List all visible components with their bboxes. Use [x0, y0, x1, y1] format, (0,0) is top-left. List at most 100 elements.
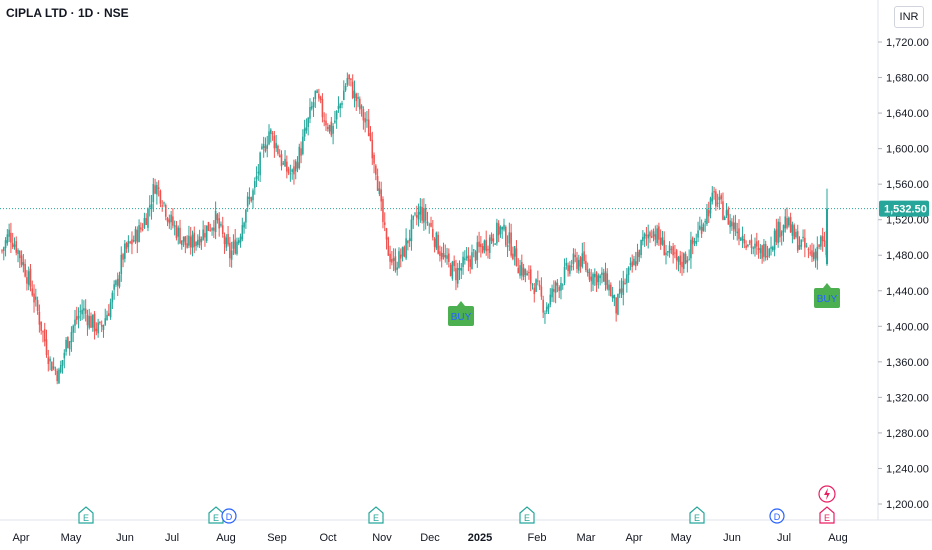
- candle-body: [161, 205, 164, 207]
- x-tick-label: Aug: [216, 532, 236, 544]
- candle-body: [681, 261, 683, 268]
- candle-body: [414, 213, 416, 215]
- candle-body: [686, 260, 689, 263]
- candle-body: [310, 106, 313, 109]
- candle-body: [8, 229, 10, 237]
- candle-body: [43, 329, 46, 342]
- candle-body: [307, 117, 309, 128]
- candle-body: [246, 196, 249, 207]
- candle-body: [239, 236, 242, 243]
- candle-body: [706, 208, 708, 225]
- candle-body: [398, 251, 400, 268]
- earnings-marker[interactable]: E: [519, 506, 535, 524]
- candle-body: [821, 236, 824, 242]
- candle-body: [451, 262, 454, 279]
- candle-body: [467, 255, 470, 262]
- candle-body: [125, 243, 128, 249]
- candle-body: [259, 152, 261, 176]
- candle-body: [504, 226, 507, 246]
- candle-body: [668, 245, 671, 254]
- candle-body: [415, 215, 418, 218]
- candle-body: [426, 221, 429, 224]
- candle-body: [268, 131, 270, 145]
- candle-body: [617, 293, 619, 315]
- candle-body: [775, 229, 778, 242]
- candle-body: [515, 248, 518, 266]
- buy-signal[interactable]: BUY: [448, 301, 474, 326]
- candle-body: [579, 257, 582, 267]
- candle-body: [608, 284, 610, 291]
- dividend-marker[interactable]: D: [221, 508, 237, 524]
- candle-body: [814, 251, 817, 259]
- earnings-marker[interactable]: E: [819, 506, 835, 524]
- candle-body: [389, 253, 391, 262]
- last-price-label: 1,532.50: [884, 204, 927, 216]
- candle-body: [423, 208, 425, 223]
- candle-body: [312, 102, 315, 107]
- dividend-marker[interactable]: D: [769, 508, 785, 524]
- candle-body: [229, 242, 231, 259]
- candle-body: [465, 256, 468, 259]
- candle-body: [707, 210, 710, 217]
- candle-body: [325, 120, 327, 126]
- candle-body: [355, 93, 358, 102]
- candle-body: [200, 238, 203, 243]
- candle-body: [620, 288, 623, 293]
- buy-signal[interactable]: BUY: [814, 283, 840, 308]
- candle-body: [679, 255, 682, 265]
- candle-body: [261, 146, 263, 150]
- candle-body: [716, 202, 719, 204]
- candle-body: [380, 189, 382, 202]
- candle-body: [204, 232, 206, 238]
- candle-body: [503, 224, 505, 230]
- candle-body: [364, 118, 366, 123]
- candle-body: [218, 218, 220, 229]
- candle-body: [433, 238, 436, 247]
- earnings-marker[interactable]: E: [78, 506, 94, 524]
- candle-body: [191, 234, 194, 248]
- candle-body: [277, 145, 279, 154]
- candle-body: [501, 227, 504, 230]
- candle-body: [129, 241, 131, 243]
- x-tick-label: Dec: [420, 532, 440, 544]
- candle-body: [339, 103, 342, 108]
- candle-body: [723, 216, 726, 221]
- candle-body: [519, 265, 521, 276]
- dividend-marker-label: D: [226, 512, 233, 522]
- currency-badge[interactable]: INR: [894, 6, 924, 28]
- candle-body: [223, 235, 226, 245]
- candle-body: [131, 239, 133, 245]
- candle-body: [766, 255, 769, 257]
- candle-body: [166, 217, 169, 222]
- earnings-marker[interactable]: E: [208, 506, 224, 524]
- earnings-marker[interactable]: E: [368, 506, 384, 524]
- candle-body: [264, 145, 267, 152]
- candle-body: [672, 246, 674, 256]
- candle-body: [394, 256, 397, 271]
- candle-body: [289, 173, 292, 175]
- candle-body: [351, 81, 354, 98]
- candle-body: [538, 284, 541, 287]
- candle-body: [807, 249, 810, 251]
- candle-body: [567, 265, 569, 272]
- candle-body: [10, 232, 12, 243]
- candle-body: [367, 119, 370, 137]
- candle-body: [606, 273, 609, 289]
- candle-body: [499, 226, 502, 235]
- candle-body: [665, 252, 667, 256]
- candle-body: [524, 269, 527, 275]
- candle-body: [656, 228, 658, 244]
- earnings-marker[interactable]: E: [689, 506, 705, 524]
- lightning-icon[interactable]: [818, 485, 836, 503]
- candle-body: [270, 129, 272, 134]
- candle-body: [332, 125, 334, 134]
- y-tick-label: 1,280.00: [886, 428, 929, 440]
- candle-body: [175, 225, 178, 239]
- candle-body: [95, 328, 98, 331]
- candle-body: [638, 250, 641, 257]
- candle-body: [11, 243, 14, 248]
- candle-body: [104, 318, 107, 325]
- y-tick-label: 1,560.00: [886, 179, 929, 191]
- candle-body: [494, 243, 496, 245]
